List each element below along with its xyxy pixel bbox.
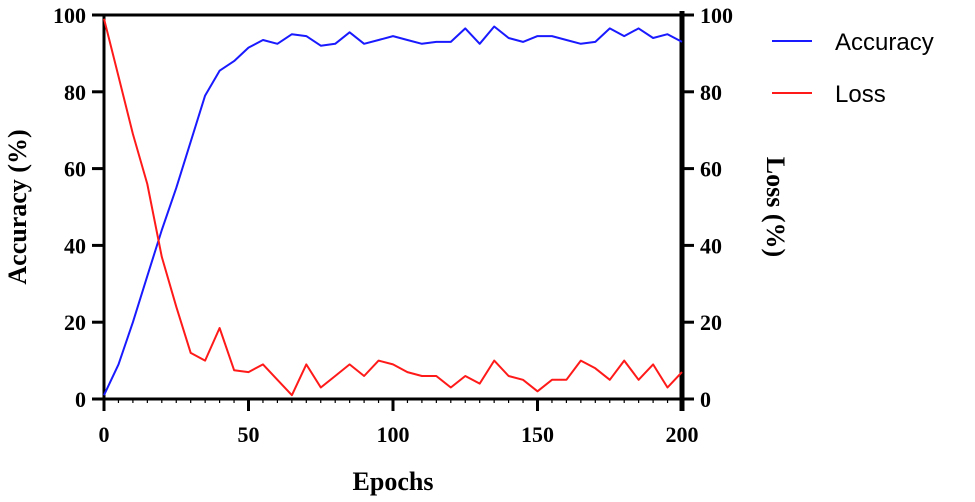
y-tick-label-loss: 100 xyxy=(700,3,733,28)
y-axis-title-loss: Loss (%) xyxy=(761,157,790,257)
legend: Accuracy Loss xyxy=(772,29,934,108)
x-tick-label: 100 xyxy=(377,422,410,447)
legend-label-accuracy: Accuracy xyxy=(835,29,934,56)
y-tick-label-accuracy: 60 xyxy=(64,157,86,182)
x-tick-label: 200 xyxy=(666,422,699,447)
y-tick-label-loss: 60 xyxy=(700,157,722,182)
x-axis-title: Epochs xyxy=(353,467,434,496)
y-tick-label-accuracy: 0 xyxy=(75,387,86,412)
y-axis-loss: 0 20 40 60 80 100 xyxy=(679,3,733,412)
series-layer xyxy=(103,18,683,397)
y-axis-title-accuracy: Accuracy (%) xyxy=(3,129,32,284)
y-tick-label-loss: 80 xyxy=(700,80,722,105)
y-tick-label-accuracy: 80 xyxy=(64,80,86,105)
y-tick-label-loss: 20 xyxy=(700,310,722,335)
legend-label-loss: Loss xyxy=(835,81,886,108)
y-tick-label-accuracy: 20 xyxy=(64,310,86,335)
y-tick-label-loss: 40 xyxy=(700,233,722,258)
y-axis-accuracy: 0 20 40 60 80 100 xyxy=(53,3,106,412)
series-line-loss xyxy=(103,18,683,397)
legend-item-loss: Loss xyxy=(772,81,886,108)
y-tick-label-accuracy: 100 xyxy=(53,3,86,28)
x-tick-label: 0 xyxy=(99,422,110,447)
x-tick-label: 50 xyxy=(238,422,260,447)
x-axis: 0 50 100 150 200 xyxy=(99,397,699,447)
series-line-accuracy xyxy=(103,25,683,396)
y-tick-label-accuracy: 40 xyxy=(64,233,86,258)
x-tick-label: 150 xyxy=(521,422,554,447)
y-tick-label-loss: 0 xyxy=(700,387,711,412)
legend-item-accuracy: Accuracy xyxy=(772,29,934,56)
